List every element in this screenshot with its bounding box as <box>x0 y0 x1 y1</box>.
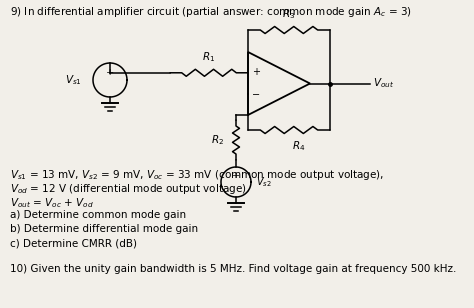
Text: +: + <box>252 67 260 77</box>
Text: $V_{s1}$ = 13 mV, $V_{s2}$ = 9 mV, $V_{oc}$ = 33 mV (common mode output voltage): $V_{s1}$ = 13 mV, $V_{s2}$ = 9 mV, $V_{o… <box>10 168 384 182</box>
Text: $R_1$: $R_1$ <box>202 50 216 64</box>
Text: $R_4$: $R_4$ <box>292 139 306 153</box>
Text: $V_{out}$: $V_{out}$ <box>373 77 394 91</box>
Text: −: − <box>252 90 260 100</box>
Text: a) Determine common mode gain: a) Determine common mode gain <box>10 210 186 220</box>
Text: b) Determine differential mode gain: b) Determine differential mode gain <box>10 224 198 234</box>
Text: $V_{out}$ = $V_{oc}$ + $V_{od}$: $V_{out}$ = $V_{oc}$ + $V_{od}$ <box>10 196 94 210</box>
Text: +: + <box>106 68 114 77</box>
Text: $R_2$: $R_2$ <box>211 133 224 147</box>
Text: $V_{s1}$: $V_{s1}$ <box>65 73 82 87</box>
Text: 10) Given the unity gain bandwidth is 5 MHz. Find voltage gain at frequency 500 : 10) Given the unity gain bandwidth is 5 … <box>10 264 456 274</box>
Text: $V_{s2}$: $V_{s2}$ <box>256 175 272 189</box>
Text: $V_{od}$ = 12 V (differential mode output voltage).: $V_{od}$ = 12 V (differential mode outpu… <box>10 182 250 196</box>
Text: c) Determine CMRR (dB): c) Determine CMRR (dB) <box>10 238 137 248</box>
Text: +: + <box>232 171 240 180</box>
Text: 9) In differential amplifier circuit (partial answer: common mode gain $A_c$ = 3: 9) In differential amplifier circuit (pa… <box>10 5 412 19</box>
Text: $R_3$: $R_3$ <box>283 7 296 21</box>
